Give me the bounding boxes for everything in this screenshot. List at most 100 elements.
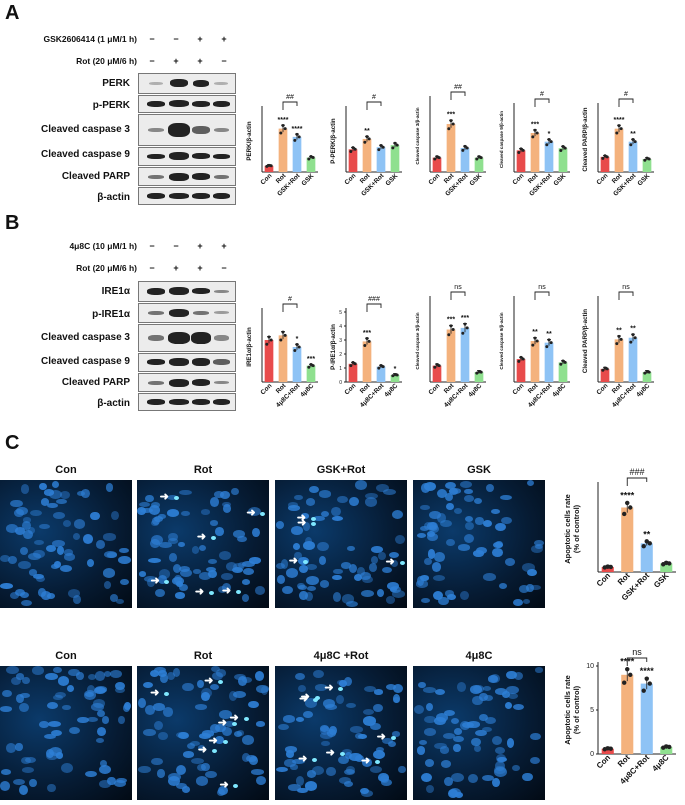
nucleus [183, 751, 194, 758]
data-point [549, 140, 553, 144]
nucleus [138, 697, 146, 708]
bar [628, 337, 638, 382]
nucleus [223, 720, 236, 727]
data-point [615, 131, 619, 135]
nucleus [283, 715, 296, 723]
nucleus [499, 582, 507, 589]
nucleus [464, 521, 475, 530]
nucleus [37, 588, 47, 597]
nucleus [445, 493, 454, 502]
nucleus [157, 574, 168, 584]
nucleus [177, 541, 185, 548]
apoptosis-arrow-icon: ➜ [229, 712, 239, 725]
y-tick-label: 2 [339, 352, 342, 358]
micrograph-4u8c [413, 666, 545, 800]
bracket-label: ### [368, 296, 380, 303]
nucleus [459, 480, 472, 489]
nucleus [61, 763, 73, 774]
nucleus [275, 562, 285, 569]
data-point [449, 324, 453, 328]
nucleus [51, 481, 60, 489]
significance-label: * [394, 366, 397, 373]
nucleus [475, 517, 484, 525]
data-point [447, 333, 451, 337]
apoptosis-arrow-icon: ➜ [300, 691, 310, 704]
data-point [615, 342, 619, 346]
nucleus [159, 569, 171, 579]
nucleus [113, 779, 126, 787]
nucleus [428, 525, 440, 534]
nucleus [194, 704, 208, 710]
nucleus [331, 515, 344, 521]
comparison-bracket [618, 291, 634, 300]
nucleus [420, 575, 429, 581]
nucleus [6, 666, 19, 675]
band-label: IRE1α [101, 286, 130, 297]
nucleus [68, 588, 81, 598]
nucleus [6, 743, 16, 753]
nucleus [217, 786, 228, 795]
nucleus [173, 563, 182, 573]
nucleus [323, 698, 336, 708]
nucleus [105, 483, 114, 493]
nucleus [345, 702, 357, 709]
nucleus [418, 739, 428, 746]
nucleus [6, 524, 19, 533]
nucleus [45, 673, 58, 681]
nucleus [483, 695, 493, 702]
nucleus [453, 743, 461, 752]
data-point [363, 343, 367, 347]
data-point [559, 362, 563, 366]
data-point [293, 349, 297, 352]
nucleus [12, 778, 26, 785]
nucleus [458, 544, 471, 551]
nucleus [63, 553, 75, 562]
data-point [349, 364, 353, 368]
nucleus [46, 702, 58, 710]
nucleus [219, 491, 230, 500]
treatment-sign: + [197, 34, 203, 44]
nucleus [443, 710, 455, 717]
nucleus [248, 700, 259, 708]
data-point [365, 337, 369, 341]
nucleus [278, 723, 290, 731]
data-point [608, 746, 613, 751]
nucleus [52, 511, 65, 520]
y-axis-label: (% of control) [572, 504, 581, 553]
nucleus [392, 693, 400, 704]
nucleus [19, 692, 30, 699]
nucleus [342, 594, 355, 604]
nucleus [158, 731, 168, 740]
nucleus [393, 684, 404, 694]
nucleus [294, 552, 302, 560]
nucleus [175, 592, 185, 599]
data-point [395, 143, 399, 147]
nucleus [355, 754, 365, 763]
nucleus [472, 684, 485, 694]
nucleus [387, 740, 396, 748]
nucleus [197, 745, 206, 751]
bar [348, 149, 358, 172]
data-point [531, 135, 535, 139]
data-point [631, 333, 635, 337]
data-point [297, 135, 301, 139]
x-tick-label: GSK [652, 571, 671, 590]
bar [614, 339, 624, 382]
nucleus [192, 569, 202, 575]
nucleus [304, 537, 313, 547]
nucleus [47, 783, 56, 793]
comparison-bracket [450, 291, 466, 300]
nucleus [298, 565, 308, 574]
data-point [617, 124, 621, 128]
bar [460, 327, 470, 382]
nucleus [423, 482, 436, 492]
data-point [311, 156, 315, 160]
data-point [365, 135, 369, 139]
nucleus [421, 597, 430, 603]
nucleus [217, 585, 227, 593]
nucleus [291, 525, 303, 535]
nucleus [228, 691, 237, 702]
nucleus [305, 591, 313, 601]
